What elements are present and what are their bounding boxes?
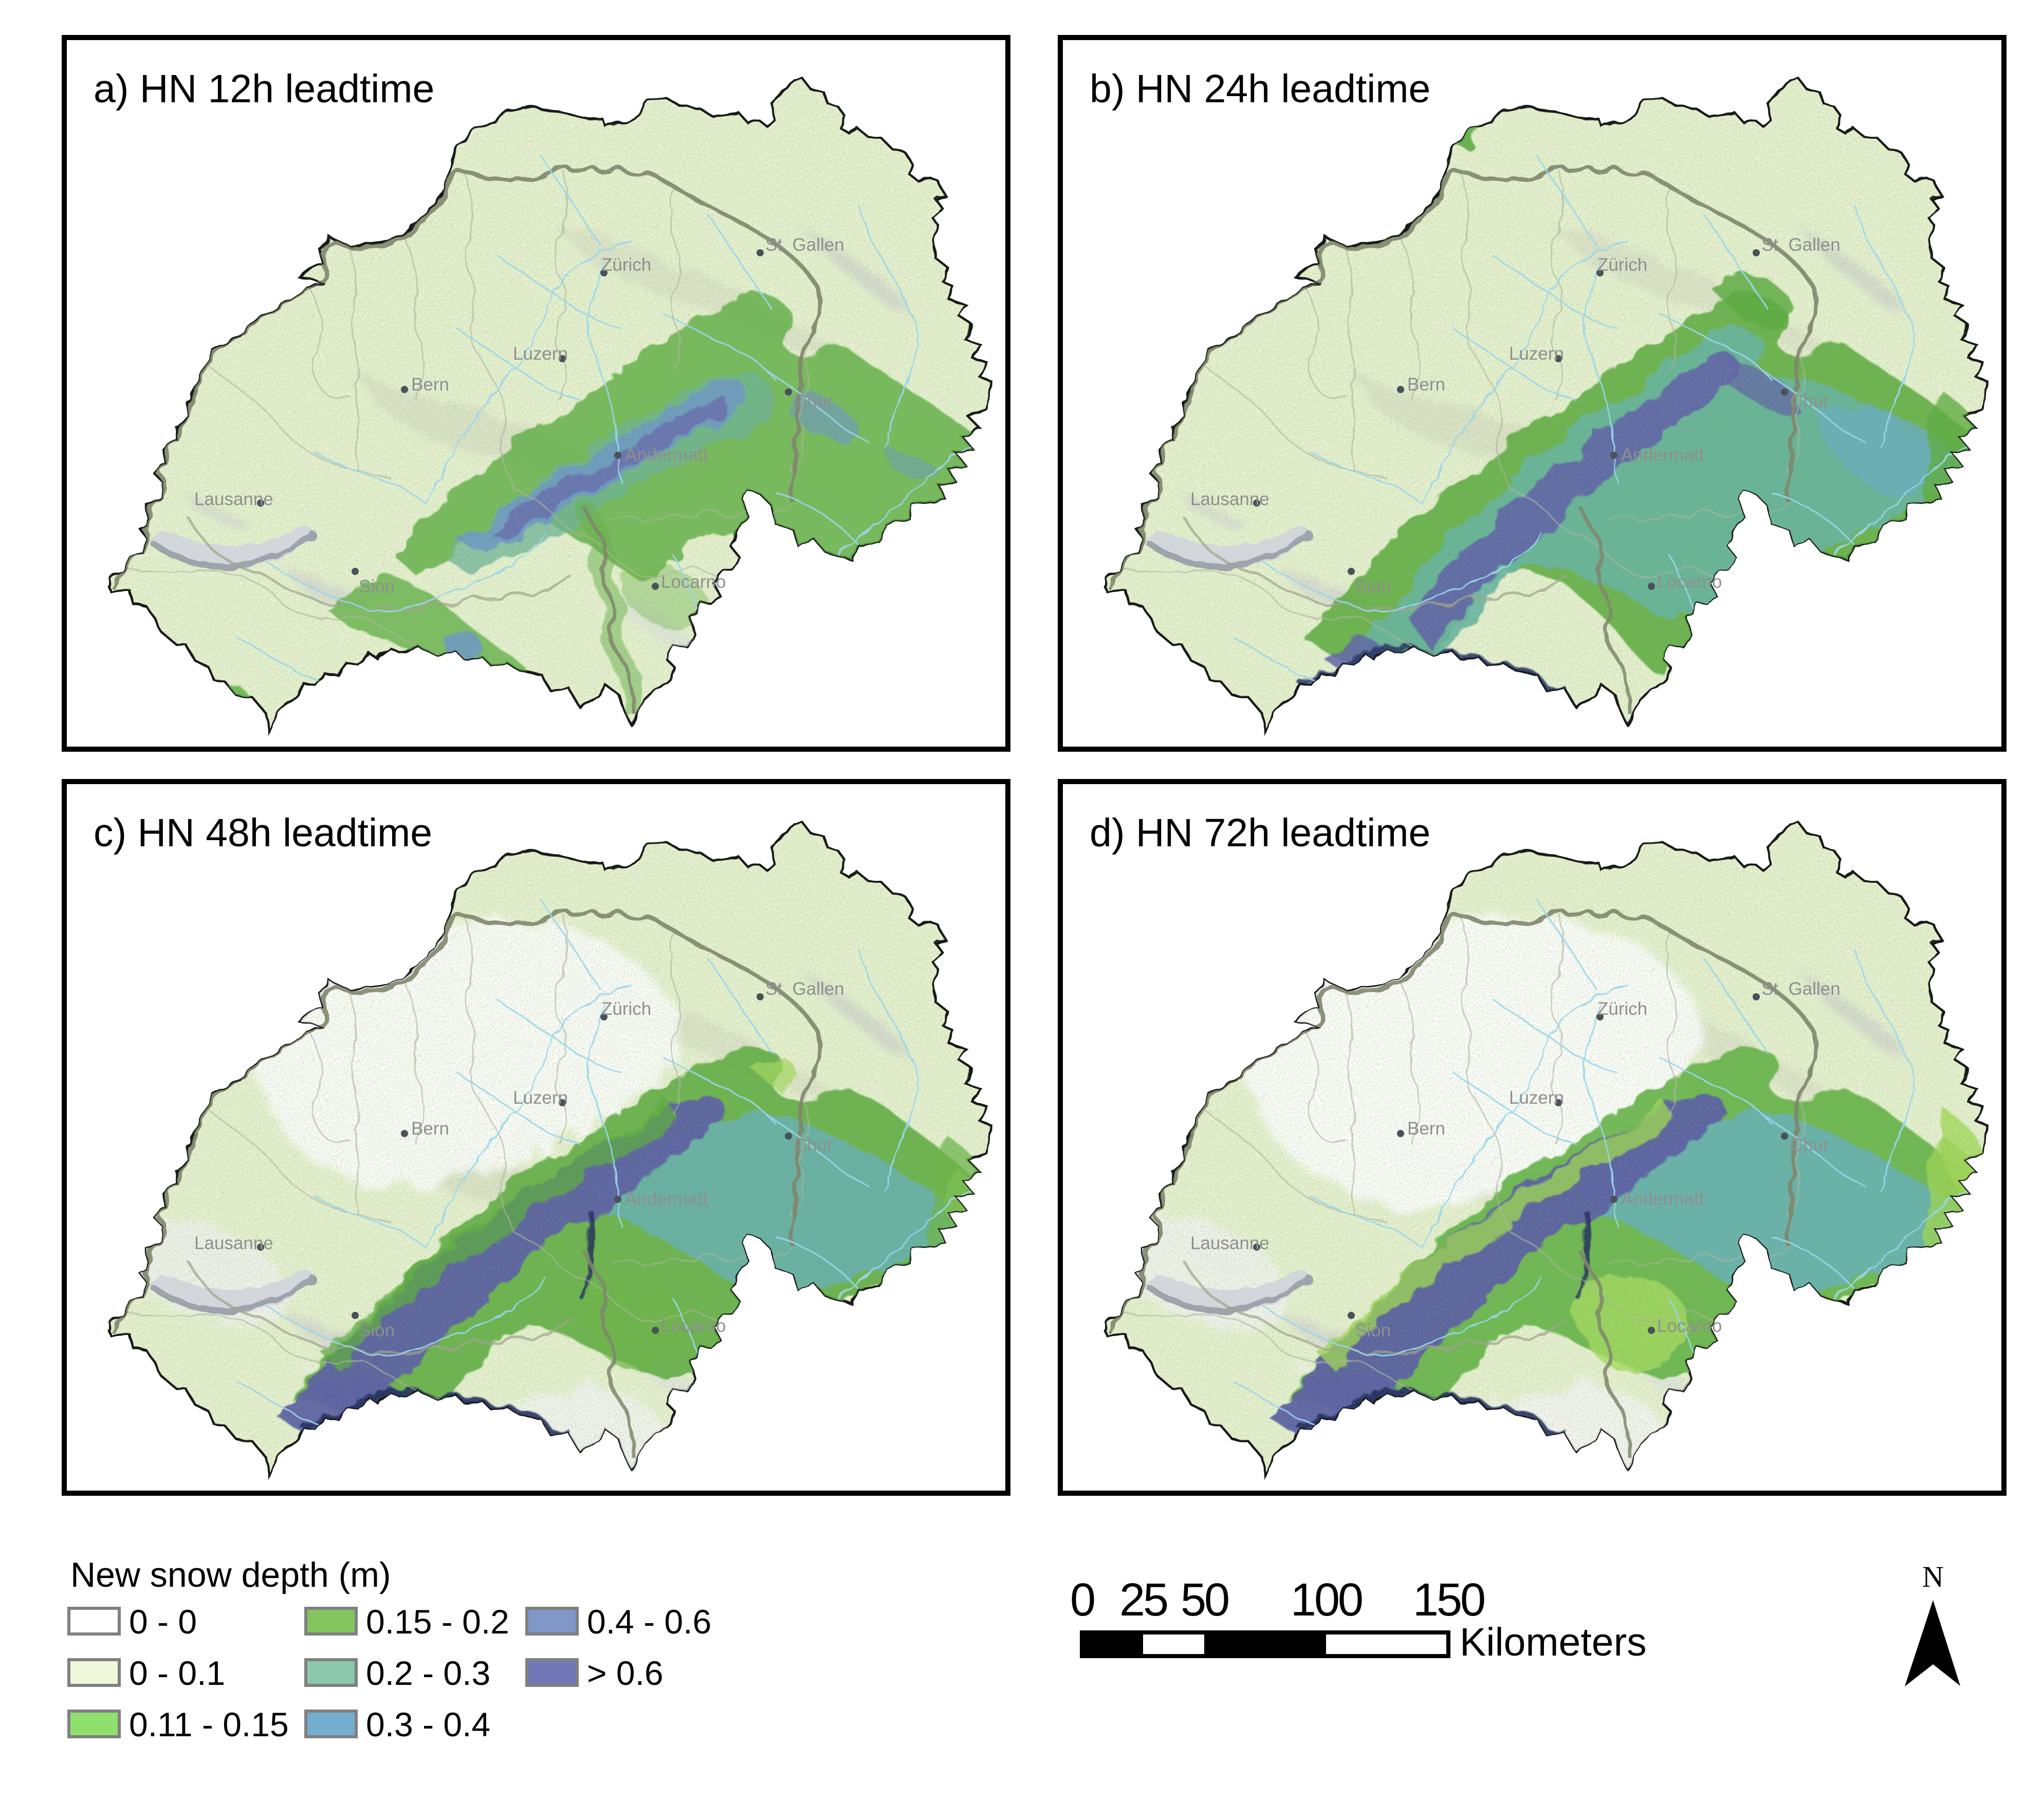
svg-text:Andermatt: Andermatt [1621, 445, 1704, 465]
svg-text:Locarno: Locarno [661, 1316, 726, 1336]
svg-text:St. Gallen: St. Gallen [765, 235, 844, 255]
svg-text:Andermatt: Andermatt [1621, 1189, 1704, 1209]
svg-text:Chur: Chur [1790, 391, 1829, 411]
svg-text:Sion: Sion [359, 1321, 395, 1341]
svg-text:150: 150 [1413, 1574, 1484, 1626]
svg-text:Chur: Chur [794, 391, 833, 411]
svg-text:c) HN 48h leadtime: c) HN 48h leadtime [94, 811, 432, 855]
svg-text:Andermatt: Andermatt [625, 445, 708, 465]
svg-text:St. Gallen: St. Gallen [1761, 235, 1841, 255]
svg-text:Lausanne: Lausanne [194, 489, 273, 509]
svg-text:Chur: Chur [794, 1135, 833, 1155]
svg-text:Lausanne: Lausanne [194, 1233, 273, 1253]
svg-text:0: 0 [1070, 1574, 1094, 1626]
svg-text:St. Gallen: St. Gallen [765, 979, 844, 999]
svg-text:Locarno: Locarno [1657, 572, 1722, 592]
svg-text:Bern: Bern [411, 375, 449, 395]
svg-text:Sion: Sion [1355, 577, 1391, 597]
svg-text:Luzern: Luzern [513, 344, 568, 364]
svg-text:Zürich: Zürich [601, 255, 651, 275]
svg-text:Zürich: Zürich [601, 999, 651, 1019]
svg-text:Locarno: Locarno [1657, 1316, 1722, 1336]
svg-text:25: 25 [1119, 1574, 1167, 1626]
svg-text:Sion: Sion [1355, 1321, 1391, 1341]
svg-text:N: N [1922, 1560, 1944, 1593]
svg-text:100: 100 [1291, 1574, 1362, 1626]
svg-text:Kilometers: Kilometers [1460, 1620, 1647, 1664]
svg-text:Lausanne: Lausanne [1190, 1233, 1269, 1253]
svg-text:Luzern: Luzern [1509, 1088, 1564, 1108]
svg-text:50: 50 [1181, 1574, 1228, 1626]
svg-text:b) HN 24h leadtime: b) HN 24h leadtime [1090, 67, 1430, 111]
svg-text:Bern: Bern [1407, 375, 1445, 395]
svg-text:Chur: Chur [1790, 1135, 1829, 1155]
svg-text:Zürich: Zürich [1597, 255, 1647, 275]
svg-text:Sion: Sion [359, 577, 395, 597]
svg-text:a) HN 12h leadtime: a) HN 12h leadtime [94, 67, 434, 111]
svg-text:Andermatt: Andermatt [625, 1189, 708, 1209]
svg-text:Bern: Bern [1407, 1119, 1445, 1139]
svg-text:Luzern: Luzern [1509, 344, 1564, 364]
svg-text:St. Gallen: St. Gallen [1761, 979, 1841, 999]
svg-text:d) HN 72h leadtime: d) HN 72h leadtime [1090, 811, 1430, 855]
svg-text:Zürich: Zürich [1597, 999, 1647, 1019]
svg-text:Luzern: Luzern [513, 1088, 568, 1108]
svg-text:Lausanne: Lausanne [1190, 489, 1269, 509]
svg-text:Bern: Bern [411, 1119, 449, 1139]
svg-text:Locarno: Locarno [661, 572, 726, 592]
